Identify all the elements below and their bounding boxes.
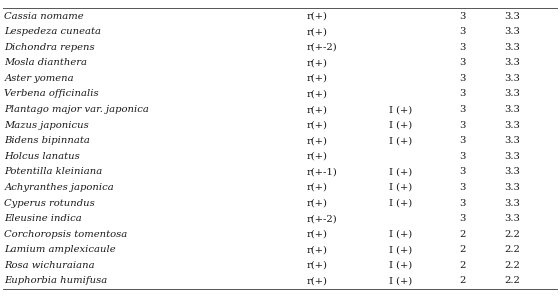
Text: r(+): r(+) [307, 89, 328, 99]
Text: 3.3: 3.3 [504, 58, 520, 67]
Text: 2.2: 2.2 [504, 245, 520, 254]
Text: r(+): r(+) [307, 152, 328, 161]
Text: Mazus japonicus: Mazus japonicus [4, 121, 89, 129]
Text: 3: 3 [459, 58, 465, 67]
Text: 3.3: 3.3 [504, 12, 520, 20]
Text: 2: 2 [459, 230, 465, 239]
Text: I (+): I (+) [389, 261, 413, 270]
Text: 2.2: 2.2 [504, 261, 520, 270]
Text: r(+): r(+) [307, 58, 328, 67]
Text: 3.3: 3.3 [504, 198, 520, 208]
Text: r(+): r(+) [307, 121, 328, 129]
Text: 3: 3 [459, 43, 465, 52]
Text: Eleusine indica: Eleusine indica [4, 214, 82, 223]
Text: 3: 3 [459, 214, 465, 223]
Text: r(+): r(+) [307, 12, 328, 20]
Text: Corchoropsis tomentosa: Corchoropsis tomentosa [4, 230, 128, 239]
Text: 3.3: 3.3 [504, 168, 520, 176]
Text: 3: 3 [459, 152, 465, 161]
Text: 2: 2 [459, 277, 465, 285]
Text: 2: 2 [459, 245, 465, 254]
Text: I (+): I (+) [389, 121, 413, 129]
Text: I (+): I (+) [389, 245, 413, 254]
Text: r(+): r(+) [307, 277, 328, 285]
Text: r(+-2): r(+-2) [307, 43, 338, 52]
Text: 3.3: 3.3 [504, 214, 520, 223]
Text: Verbena officinalis: Verbena officinalis [4, 89, 99, 99]
Text: 3.3: 3.3 [504, 27, 520, 36]
Text: 3.3: 3.3 [504, 43, 520, 52]
Text: r(+): r(+) [307, 105, 328, 114]
Text: 3: 3 [459, 105, 465, 114]
Text: Cassia nomame: Cassia nomame [4, 12, 84, 20]
Text: I (+): I (+) [389, 277, 413, 285]
Text: Holcus lanatus: Holcus lanatus [4, 152, 80, 161]
Text: 3.3: 3.3 [504, 152, 520, 161]
Text: Lespedeza cuneata: Lespedeza cuneata [4, 27, 101, 36]
Text: I (+): I (+) [389, 136, 413, 145]
Text: 3.3: 3.3 [504, 121, 520, 129]
Text: r(+-1): r(+-1) [307, 168, 338, 176]
Text: Achyranthes japonica: Achyranthes japonica [4, 183, 114, 192]
Text: Rosa wichuraiana: Rosa wichuraiana [4, 261, 95, 270]
Text: Aster yomena: Aster yomena [4, 74, 74, 83]
Text: I (+): I (+) [389, 168, 413, 176]
Text: 3: 3 [459, 74, 465, 83]
Text: r(+): r(+) [307, 74, 328, 83]
Text: 3.3: 3.3 [504, 74, 520, 83]
Text: 3: 3 [459, 183, 465, 192]
Text: 2.2: 2.2 [504, 277, 520, 285]
Text: Plantago major var. japonica: Plantago major var. japonica [4, 105, 150, 114]
Text: 3.3: 3.3 [504, 183, 520, 192]
Text: r(+): r(+) [307, 245, 328, 254]
Text: I (+): I (+) [389, 230, 413, 239]
Text: 3.3: 3.3 [504, 136, 520, 145]
Text: 3: 3 [459, 136, 465, 145]
Text: I (+): I (+) [389, 105, 413, 114]
Text: r(+): r(+) [307, 261, 328, 270]
Text: I (+): I (+) [389, 198, 413, 208]
Text: 3: 3 [459, 168, 465, 176]
Text: Euphorbia humifusa: Euphorbia humifusa [4, 277, 108, 285]
Text: 2: 2 [459, 261, 465, 270]
Text: I (+): I (+) [389, 183, 413, 192]
Text: Lamium amplexicaule: Lamium amplexicaule [4, 245, 116, 254]
Text: Mosla dianthera: Mosla dianthera [4, 58, 87, 67]
Text: r(+): r(+) [307, 27, 328, 36]
Text: 3: 3 [459, 198, 465, 208]
Text: Cyperus rotundus: Cyperus rotundus [4, 198, 95, 208]
Text: r(+): r(+) [307, 136, 328, 145]
Text: 3: 3 [459, 121, 465, 129]
Text: Bidens bipinnata: Bidens bipinnata [4, 136, 90, 145]
Text: r(+): r(+) [307, 230, 328, 239]
Text: 3.3: 3.3 [504, 89, 520, 99]
Text: 3: 3 [459, 27, 465, 36]
Text: r(+): r(+) [307, 198, 328, 208]
Text: r(+): r(+) [307, 183, 328, 192]
Text: r(+-2): r(+-2) [307, 214, 338, 223]
Text: Potentilla kleiniana: Potentilla kleiniana [4, 168, 102, 176]
Text: Dichondra repens: Dichondra repens [4, 43, 95, 52]
Text: 2.2: 2.2 [504, 230, 520, 239]
Text: 3: 3 [459, 12, 465, 20]
Text: 3.3: 3.3 [504, 105, 520, 114]
Text: 3: 3 [459, 89, 465, 99]
